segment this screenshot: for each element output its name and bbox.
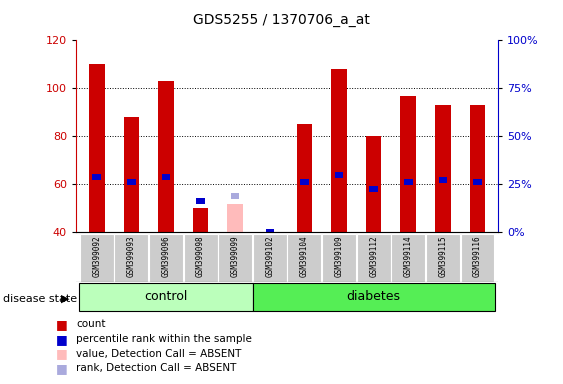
- Bar: [193, 208, 208, 232]
- Text: GSM399109: GSM399109: [334, 236, 343, 277]
- Bar: [231, 193, 239, 199]
- Bar: [162, 174, 170, 180]
- Text: GSM399099: GSM399099: [231, 236, 240, 277]
- Bar: [331, 69, 347, 232]
- Text: count: count: [76, 319, 105, 329]
- Text: ■: ■: [56, 347, 68, 360]
- Text: GSM399098: GSM399098: [196, 236, 205, 277]
- Text: GDS5255 / 1370706_a_at: GDS5255 / 1370706_a_at: [193, 13, 370, 27]
- FancyBboxPatch shape: [253, 283, 495, 311]
- Bar: [335, 172, 343, 178]
- Bar: [227, 204, 243, 232]
- Text: GSM399104: GSM399104: [300, 236, 309, 277]
- Text: ▶: ▶: [61, 294, 69, 304]
- Text: GSM399112: GSM399112: [369, 236, 378, 277]
- Bar: [92, 174, 101, 180]
- Bar: [470, 105, 485, 232]
- Bar: [297, 124, 312, 232]
- Bar: [426, 234, 460, 282]
- Text: GSM399102: GSM399102: [265, 236, 274, 277]
- Bar: [149, 234, 183, 282]
- Bar: [366, 136, 382, 232]
- Bar: [300, 179, 309, 185]
- Bar: [218, 234, 252, 282]
- Bar: [473, 179, 482, 185]
- Text: disease state: disease state: [3, 294, 77, 304]
- Bar: [357, 234, 391, 282]
- Text: GSM399115: GSM399115: [439, 236, 448, 277]
- Bar: [89, 64, 105, 232]
- Bar: [439, 177, 447, 182]
- Text: GSM399093: GSM399093: [127, 236, 136, 277]
- Text: control: control: [144, 290, 187, 303]
- Text: GSM399096: GSM399096: [162, 236, 171, 277]
- Text: value, Detection Call = ABSENT: value, Detection Call = ABSENT: [76, 349, 242, 359]
- Text: GSM399114: GSM399114: [404, 236, 413, 277]
- Text: ■: ■: [56, 362, 68, 375]
- Bar: [80, 234, 114, 282]
- Text: ■: ■: [56, 333, 68, 346]
- Bar: [461, 234, 494, 282]
- Bar: [184, 234, 217, 282]
- Text: rank, Detection Call = ABSENT: rank, Detection Call = ABSENT: [76, 363, 236, 373]
- Bar: [114, 234, 148, 282]
- Bar: [127, 179, 136, 185]
- Text: percentile rank within the sample: percentile rank within the sample: [76, 334, 252, 344]
- Text: GSM399092: GSM399092: [92, 236, 101, 277]
- Text: GSM399116: GSM399116: [473, 236, 482, 277]
- Bar: [400, 96, 416, 232]
- Bar: [124, 117, 139, 232]
- Bar: [288, 234, 321, 282]
- Text: diabetes: diabetes: [347, 290, 401, 303]
- Bar: [404, 179, 413, 185]
- FancyBboxPatch shape: [79, 283, 253, 311]
- Bar: [391, 234, 425, 282]
- Text: ■: ■: [56, 318, 68, 331]
- Bar: [369, 186, 378, 192]
- Bar: [266, 229, 274, 235]
- Bar: [435, 105, 450, 232]
- Bar: [196, 198, 205, 204]
- Bar: [322, 234, 356, 282]
- Bar: [253, 234, 287, 282]
- Bar: [158, 81, 174, 232]
